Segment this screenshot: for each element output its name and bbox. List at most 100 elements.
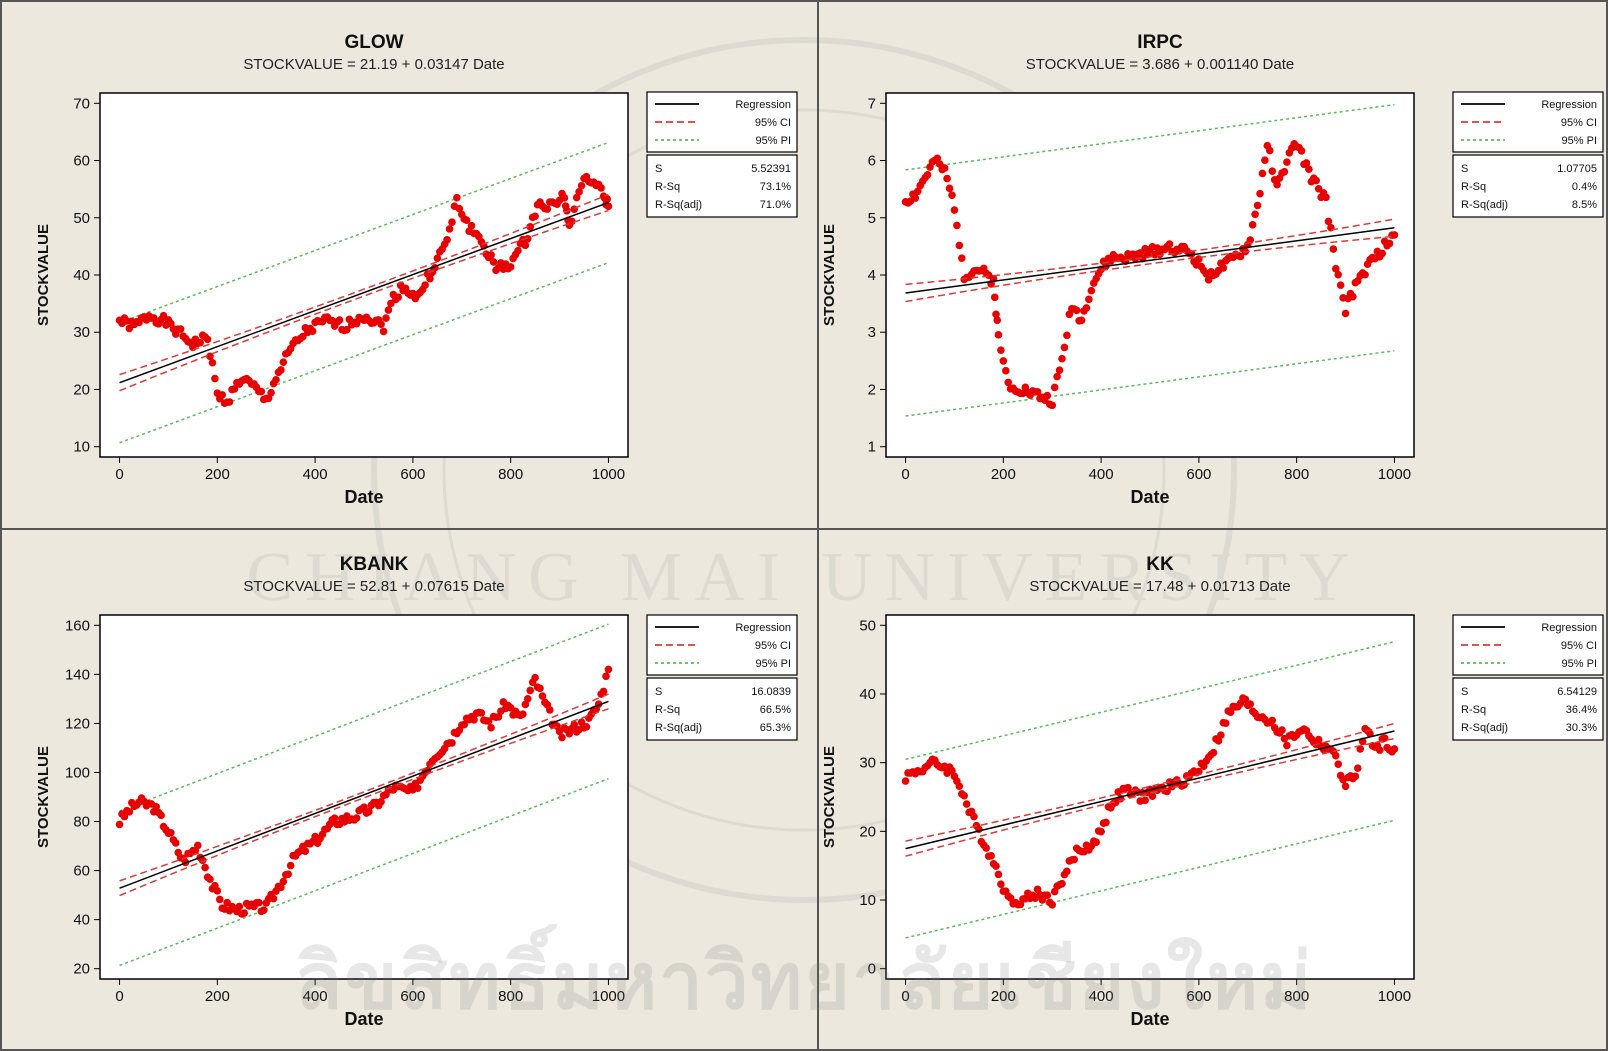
regression-line — [119, 201, 609, 384]
ci-lower-line — [905, 737, 1395, 857]
data-point — [1312, 176, 1321, 185]
data-point — [990, 293, 999, 302]
data-point — [1219, 264, 1228, 272]
data-point — [426, 274, 434, 283]
data-point — [157, 811, 165, 820]
data-point — [953, 221, 961, 230]
stats-value: 66.5% — [760, 704, 791, 716]
stats-value: 8.5% — [1572, 199, 1597, 211]
data-point — [225, 398, 234, 406]
stats-value: 6.54129 — [1557, 686, 1597, 698]
y-tick-label: 4 — [868, 267, 876, 284]
data-point — [531, 212, 539, 221]
data-point — [948, 191, 956, 199]
data-point — [467, 221, 476, 230]
data-point — [377, 797, 385, 806]
data-point — [602, 672, 610, 681]
data-point — [933, 154, 942, 163]
data-point — [1329, 245, 1338, 253]
stats-value: 65.3% — [760, 722, 791, 734]
stats-label: R-Sq(adj) — [655, 199, 702, 211]
x-tick-label: 1000 — [592, 466, 625, 483]
data-point — [577, 181, 586, 190]
data-point — [455, 204, 464, 213]
x-tick-label: 400 — [1089, 466, 1114, 483]
x-axis-label: Date — [344, 1009, 383, 1029]
data-point — [1366, 729, 1374, 738]
y-tick-label: 1 — [868, 439, 876, 456]
x-tick-label: 0 — [115, 466, 123, 483]
seal-ring-inner — [442, 108, 1166, 832]
data-point — [230, 385, 239, 393]
stats-label: R-Sq(adj) — [1461, 199, 1508, 211]
data-point — [955, 782, 964, 791]
data-point — [1322, 193, 1330, 202]
data-point — [1253, 201, 1262, 210]
data-point — [1273, 180, 1281, 189]
data-point — [159, 311, 168, 320]
data-point — [1324, 217, 1333, 226]
data-point — [1072, 306, 1081, 315]
ci-upper-line — [905, 218, 1395, 286]
x-tick-label: 400 — [1089, 988, 1114, 1005]
y-tick-label: 20 — [73, 961, 90, 978]
data-point — [982, 844, 991, 852]
regression-line — [905, 730, 1395, 850]
data-point — [1297, 147, 1306, 155]
data-point — [1006, 894, 1015, 902]
data-point — [1278, 726, 1286, 734]
pi-upper-line — [905, 103, 1395, 171]
legend-label: 95% CI — [1561, 640, 1597, 652]
data-point — [269, 894, 278, 903]
data-point — [1058, 354, 1066, 363]
chart-title: GLOW — [344, 32, 403, 53]
data-point — [1385, 239, 1394, 248]
data-point — [604, 202, 613, 211]
data-point — [443, 236, 451, 244]
data-point — [560, 194, 569, 202]
data-point — [1102, 818, 1110, 827]
x-tick-label: 1000 — [592, 988, 625, 1005]
data-point — [1356, 745, 1365, 753]
x-tick-label: 400 — [303, 988, 328, 1005]
data-point — [948, 766, 956, 775]
legend-label: 95% PI — [756, 658, 791, 670]
x-tick-label: 600 — [1186, 988, 1211, 1005]
stats-value: 30.3% — [1566, 722, 1597, 734]
stats-label: S — [655, 686, 662, 698]
data-point — [1063, 867, 1071, 876]
data-point — [1246, 700, 1255, 708]
data-point — [997, 880, 1005, 888]
data-point — [572, 193, 581, 202]
data-point — [1261, 156, 1269, 164]
data-point — [448, 218, 456, 226]
legend-label: Regression — [1541, 99, 1597, 111]
ci-lower-line — [905, 235, 1395, 303]
data-point — [277, 883, 285, 892]
chart-title: IRPC — [1137, 32, 1183, 53]
data-point — [255, 898, 263, 907]
x-tick-label: 1000 — [1378, 988, 1411, 1005]
data-point — [994, 331, 1003, 339]
data-point — [343, 325, 351, 334]
data-point — [1217, 731, 1225, 739]
x-tick-label: 800 — [1284, 988, 1309, 1005]
chart-title: KBANK — [340, 554, 409, 575]
data-point — [1246, 236, 1255, 244]
chart-panel-glow: GLOW STOCKVALUE = 21.19 + 0.03147 Date 0 20… — [35, 32, 798, 507]
legend: Regression 95% CI 95% PI S 6.54129 R-Sq 36.4% R… — [1452, 614, 1604, 741]
data-point — [923, 170, 932, 179]
data-point — [911, 194, 920, 202]
data-point — [1063, 331, 1071, 340]
data-point — [445, 225, 454, 233]
data-point — [477, 709, 486, 717]
x-tick-label: 0 — [901, 988, 909, 1005]
data-point — [462, 216, 471, 225]
y-tick-label: 0 — [868, 961, 876, 978]
data-point — [960, 791, 969, 800]
chart-subtitle: STOCKVALUE = 3.686 + 0.001140 Date — [1026, 56, 1295, 73]
data-point — [1001, 366, 1010, 375]
data-point — [235, 902, 244, 911]
data-point — [950, 206, 959, 214]
